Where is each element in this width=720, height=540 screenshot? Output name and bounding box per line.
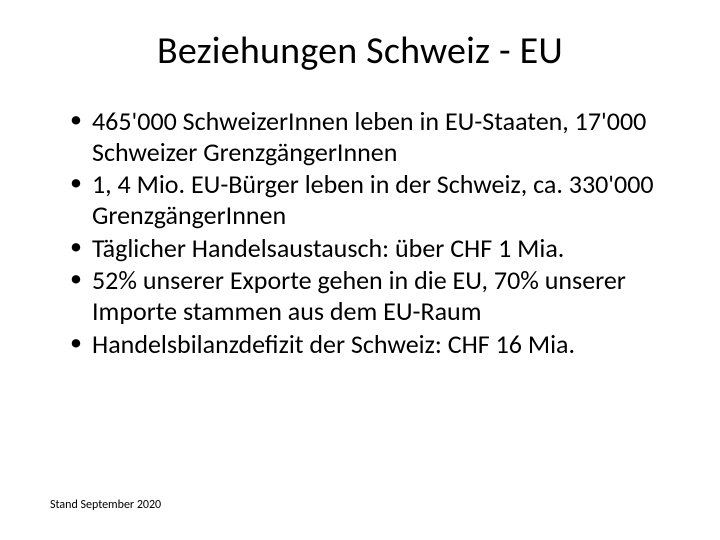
bullet-list: 465'000 SchweizerInnen leben in EU-Staat… — [50, 106, 670, 359]
footnote: Stand September 2020 — [50, 498, 161, 512]
list-item: Täglicher Handelsaustausch: über CHF 1 M… — [70, 233, 670, 264]
list-item: 52% unserer Exporte gehen in die EU, 70%… — [70, 265, 670, 326]
slide-title: Beziehungen Schweiz - EU — [50, 28, 670, 74]
list-item: Handelsbilanzdefizit der Schweiz: CHF 16… — [70, 329, 670, 360]
list-item: 465'000 SchweizerInnen leben in EU-Staat… — [70, 106, 670, 167]
list-item: 1, 4 Mio. EU-Bürger leben in der Schweiz… — [70, 169, 670, 230]
slide: Beziehungen Schweiz - EU 465'000 Schweiz… — [0, 0, 720, 540]
